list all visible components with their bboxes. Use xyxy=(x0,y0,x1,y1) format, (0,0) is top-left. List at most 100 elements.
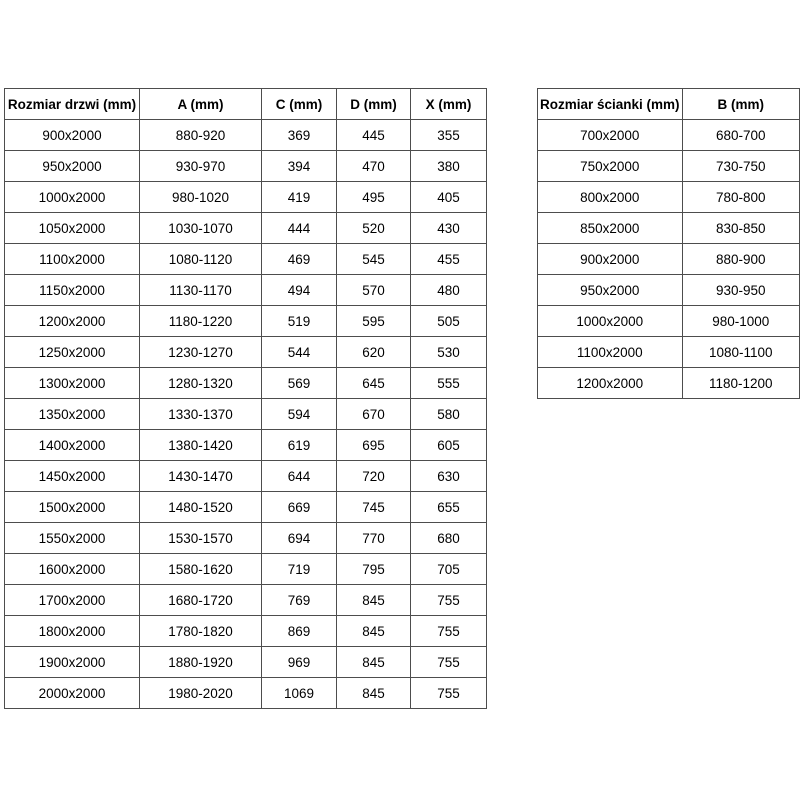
table-row: 1600x2000 1580-1620 719 795 705 xyxy=(4,553,487,585)
table-cell: 1780-1820 xyxy=(139,615,262,647)
table-row: 1150x2000 1130-1170 494 570 480 xyxy=(4,274,487,306)
table-row: 800x2000 780-800 xyxy=(537,181,800,213)
table-row: 1350x2000 1330-1370 594 670 580 xyxy=(4,398,487,430)
column-header: B (mm) xyxy=(681,88,800,120)
table-cell: 480 xyxy=(410,274,487,306)
table-cell: 355 xyxy=(410,119,487,151)
table-cell: 1600x2000 xyxy=(4,553,140,585)
table-cell: 594 xyxy=(261,398,337,430)
table-cell: 720 xyxy=(336,460,411,492)
table-cell: 470 xyxy=(336,150,411,182)
table-cell: 719 xyxy=(261,553,337,585)
table-cell: 694 xyxy=(261,522,337,554)
table-cell: 605 xyxy=(410,429,487,461)
table-row: 850x2000 830-850 xyxy=(537,212,800,244)
table-cell: 1880-1920 xyxy=(139,646,262,678)
table-cell: 630 xyxy=(410,460,487,492)
table-cell: 1530-1570 xyxy=(139,522,262,554)
table-cell: 730-750 xyxy=(681,150,800,182)
table-cell: 1100x2000 xyxy=(4,243,140,275)
table-cell: 980-1000 xyxy=(681,305,800,337)
table-cell: 830-850 xyxy=(681,212,800,244)
table-row: 1800x2000 1780-1820 869 845 755 xyxy=(4,615,487,647)
table-cell: 505 xyxy=(410,305,487,337)
table-cell: 1480-1520 xyxy=(139,491,262,523)
table-cell: 880-920 xyxy=(139,119,262,151)
walls-size-table: Rozmiar ścianki (mm) B (mm) 700x2000 680-7… xyxy=(537,88,800,399)
table-cell: 700x2000 xyxy=(537,119,683,151)
table-cell: 950x2000 xyxy=(4,150,140,182)
table-cell: 555 xyxy=(410,367,487,399)
table-cell: 1080-1100 xyxy=(681,336,800,368)
table-cell: 1000x2000 xyxy=(537,305,683,337)
table-cell: 1000x2000 xyxy=(4,181,140,213)
table-row: 1100x2000 1080-1100 xyxy=(537,336,800,368)
table-cell: 619 xyxy=(261,429,337,461)
table-row: 1100x2000 1080-1120 469 545 455 xyxy=(4,243,487,275)
table-cell: 570 xyxy=(336,274,411,306)
table-row: 2000x2000 1980-2020 1069 845 755 xyxy=(4,677,487,709)
table-cell: 405 xyxy=(410,181,487,213)
table-cell: 669 xyxy=(261,491,337,523)
table-cell: 680-700 xyxy=(681,119,800,151)
column-header: Rozmiar drzwi (mm) xyxy=(4,88,140,120)
table-row: 750x2000 730-750 xyxy=(537,150,800,182)
column-header: A (mm) xyxy=(139,88,262,120)
table-cell: 795 xyxy=(336,553,411,585)
table-cell: 1400x2000 xyxy=(4,429,140,461)
table-cell: 1430-1470 xyxy=(139,460,262,492)
table-cell: 880-900 xyxy=(681,243,800,275)
table-row: 900x2000 880-920 369 445 355 xyxy=(4,119,487,151)
table-cell: 780-800 xyxy=(681,181,800,213)
table-cell: 495 xyxy=(336,181,411,213)
table-cell: 755 xyxy=(410,646,487,678)
header-row: Rozmiar drzwi (mm) A (mm) C (mm) D (mm) X (m… xyxy=(4,88,487,120)
table-row: 1450x2000 1430-1470 644 720 630 xyxy=(4,460,487,492)
table-cell: 900x2000 xyxy=(4,119,140,151)
table-row: 1900x2000 1880-1920 969 845 755 xyxy=(4,646,487,678)
table-cell: 380 xyxy=(410,150,487,182)
table-cell: 569 xyxy=(261,367,337,399)
walls-table-body: 700x2000 680-700 750x2000 730-750 800x2000 78… xyxy=(537,119,800,399)
table-cell: 769 xyxy=(261,584,337,616)
table-cell: 620 xyxy=(336,336,411,368)
table-cell: 750x2000 xyxy=(537,150,683,182)
table-cell: 1030-1070 xyxy=(139,212,262,244)
table-cell: 1330-1370 xyxy=(139,398,262,430)
table-cell: 770 xyxy=(336,522,411,554)
table-cell: 1050x2000 xyxy=(4,212,140,244)
table-row: 1500x2000 1480-1520 669 745 655 xyxy=(4,491,487,523)
table-cell: 930-950 xyxy=(681,274,800,306)
table-cell: 1250x2000 xyxy=(4,336,140,368)
doors-size-table: Rozmiar drzwi (mm) A (mm) C (mm) D (mm) X (m… xyxy=(4,88,487,709)
table-cell: 1700x2000 xyxy=(4,584,140,616)
table-cell: 494 xyxy=(261,274,337,306)
table-cell: 1200x2000 xyxy=(4,305,140,337)
table-cell: 580 xyxy=(410,398,487,430)
table-cell: 869 xyxy=(261,615,337,647)
table-cell: 644 xyxy=(261,460,337,492)
column-header: X (mm) xyxy=(410,88,487,120)
table-cell: 900x2000 xyxy=(537,243,683,275)
table-cell: 1069 xyxy=(261,677,337,709)
table-row: 1550x2000 1530-1570 694 770 680 xyxy=(4,522,487,554)
table-cell: 1180-1220 xyxy=(139,305,262,337)
table-cell: 1500x2000 xyxy=(4,491,140,523)
table-cell: 1800x2000 xyxy=(4,615,140,647)
table-cell: 1900x2000 xyxy=(4,646,140,678)
table-cell: 755 xyxy=(410,615,487,647)
table-cell: 950x2000 xyxy=(537,274,683,306)
table-cell: 1580-1620 xyxy=(139,553,262,585)
table-cell: 545 xyxy=(336,243,411,275)
table-cell: 745 xyxy=(336,491,411,523)
table-cell: 595 xyxy=(336,305,411,337)
table-cell: 1200x2000 xyxy=(537,367,683,399)
table-cell: 850x2000 xyxy=(537,212,683,244)
table-cell: 455 xyxy=(410,243,487,275)
doors-size-table-container: Rozmiar drzwi (mm) A (mm) C (mm) D (mm) X (m… xyxy=(4,88,487,709)
table-cell: 369 xyxy=(261,119,337,151)
table-cell: 930-970 xyxy=(139,150,262,182)
table-cell: 530 xyxy=(410,336,487,368)
table-cell: 394 xyxy=(261,150,337,182)
table-cell: 1150x2000 xyxy=(4,274,140,306)
